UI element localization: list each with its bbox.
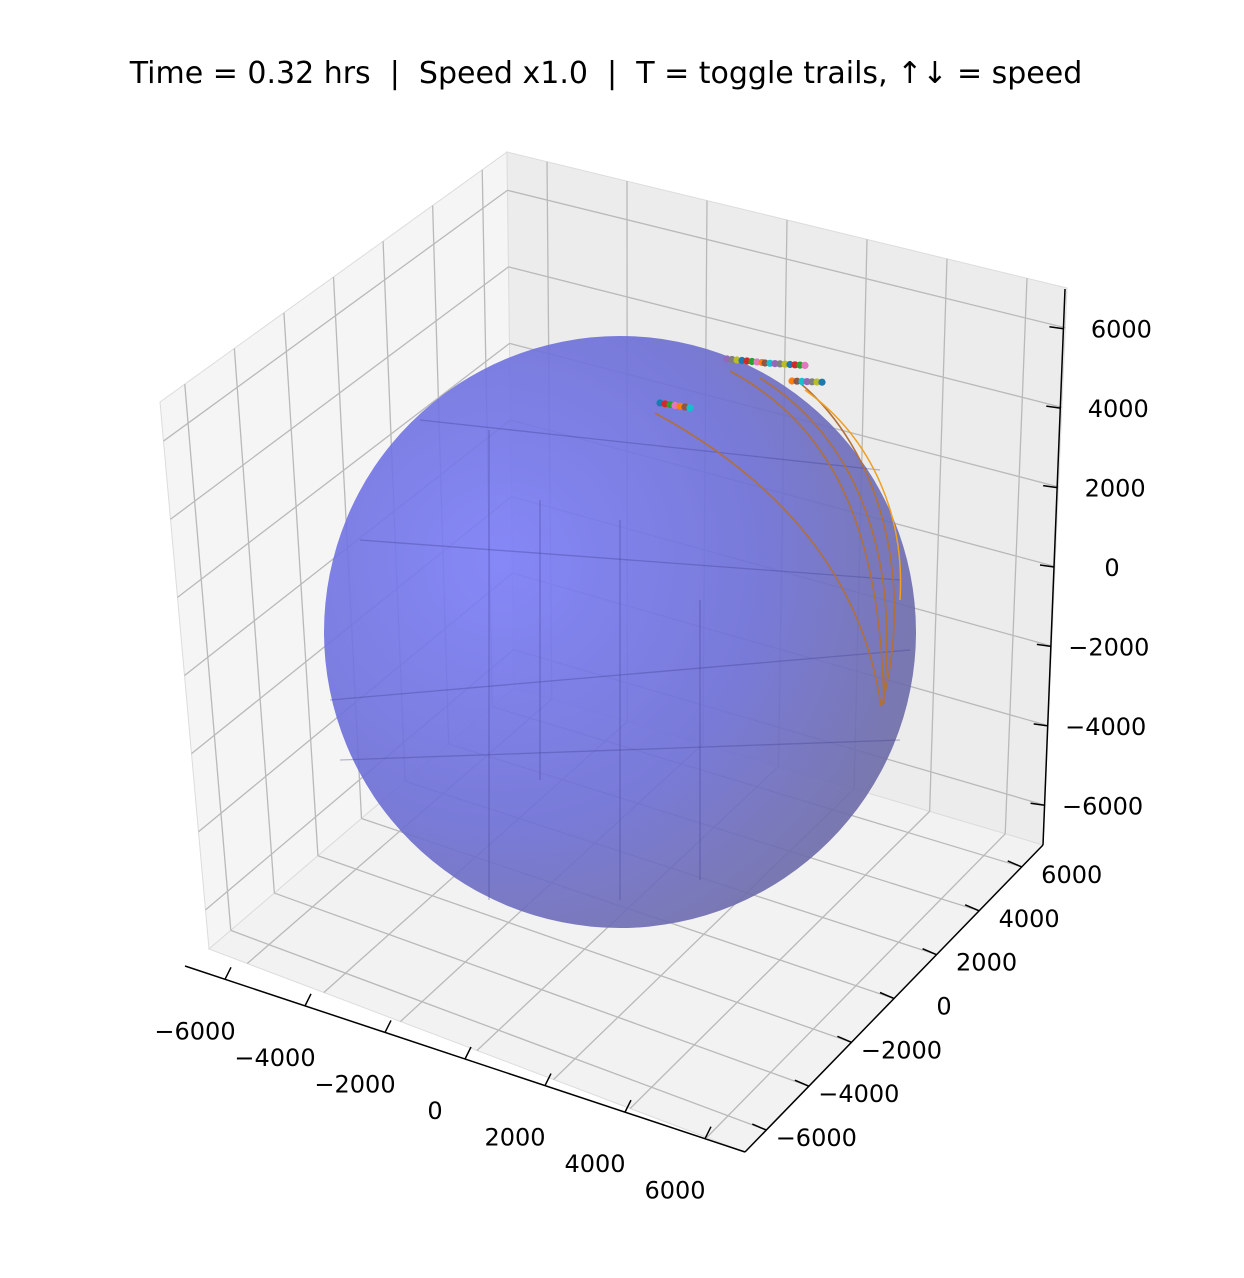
x-tick-mark: [544, 1073, 552, 1086]
trail-highlight: [804, 389, 902, 601]
z-tick-mark: [1039, 564, 1055, 568]
z-tick-label: −4000: [1065, 713, 1146, 741]
satellite-markers: [656, 355, 826, 412]
earth-sphere-body: [324, 336, 916, 928]
z-tick-mark: [1049, 325, 1064, 330]
y-tick-label: −6000: [776, 1124, 857, 1152]
x-tick-label: −6000: [154, 1017, 235, 1045]
x-tick-mark: [224, 966, 232, 980]
z-tick-mark: [1033, 723, 1048, 727]
x-tick-label: 6000: [644, 1177, 705, 1205]
y-tick-mark: [922, 947, 937, 956]
y-tick-mark: [837, 1035, 852, 1044]
x-tick-label: −4000: [234, 1044, 315, 1072]
trail-3: [759, 377, 888, 703]
x-tick-mark: [304, 993, 312, 1007]
sphere-gridline: [359, 539, 901, 581]
earth-sphere: [324, 336, 916, 928]
y-tick-mark: [879, 991, 895, 1000]
y-tick-label: 4000: [999, 905, 1060, 933]
trail-2: [729, 370, 885, 705]
y-tick-label: 2000: [956, 949, 1017, 977]
sphere-gridline: [339, 739, 901, 761]
satellite-marker: [686, 404, 694, 412]
x-tick-label: 4000: [564, 1150, 625, 1178]
x-tick-label: 0: [427, 1097, 442, 1125]
z-tick-label: −2000: [1068, 633, 1149, 661]
trail-1: [654, 412, 882, 707]
x-tick-mark: [624, 1099, 632, 1113]
gridline: [230, 929, 767, 1131]
orbit-trails: [654, 370, 902, 707]
y-tick-mark: [751, 1123, 767, 1131]
gridline: [629, 810, 931, 1109]
y-tick-label: −4000: [818, 1080, 899, 1108]
satellite-marker: [818, 378, 826, 386]
z-tick-label: −6000: [1062, 792, 1143, 820]
gridline: [1004, 278, 1028, 834]
sphere-gridline: [329, 649, 911, 701]
x-tick-mark: [704, 1126, 712, 1140]
z-tick-mark: [1043, 484, 1058, 489]
z-tick-label: 2000: [1085, 475, 1146, 503]
y-tick-mark: [964, 904, 980, 912]
z-tick-label: 6000: [1091, 316, 1152, 344]
plot-title: Time = 0.32 hrs | Speed x1.0 | T = toggl…: [129, 56, 1083, 91]
x-tick-label: −2000: [314, 1070, 395, 1098]
z-tick-label: 4000: [1088, 395, 1149, 423]
y-tick-label: 0: [936, 993, 951, 1021]
y-tick-label: −2000: [861, 1036, 942, 1064]
x-axis-ticks: −6000−4000−2000 0 2000 4000 6000: [154, 966, 712, 1205]
x-tick-mark: [384, 1020, 392, 1033]
satellite-marker: [801, 361, 809, 369]
trail-4: [799, 382, 896, 706]
gridline: [928, 258, 948, 812]
z-tick-mark: [1036, 643, 1051, 648]
y-tick-mark: [1007, 860, 1023, 868]
y-tick-mark: [794, 1079, 810, 1087]
z-axis-ticks: 6000 4000 2000 0 −2000 −4000 −6000: [1030, 316, 1152, 820]
z-tick-mark: [1030, 802, 1045, 807]
y-tick-label: 6000: [1041, 861, 1102, 889]
x-tick-label: 2000: [484, 1124, 545, 1152]
x-tick-mark: [464, 1046, 472, 1060]
earth-inner-gridlines: [329, 419, 911, 900]
sphere-gridline: [419, 419, 881, 471]
z-tick-mark: [1046, 405, 1061, 409]
z-tick-label: 0: [1104, 554, 1119, 582]
gridline: [706, 833, 1006, 1138]
gridline: [274, 892, 810, 1087]
gridline: [317, 855, 852, 1043]
